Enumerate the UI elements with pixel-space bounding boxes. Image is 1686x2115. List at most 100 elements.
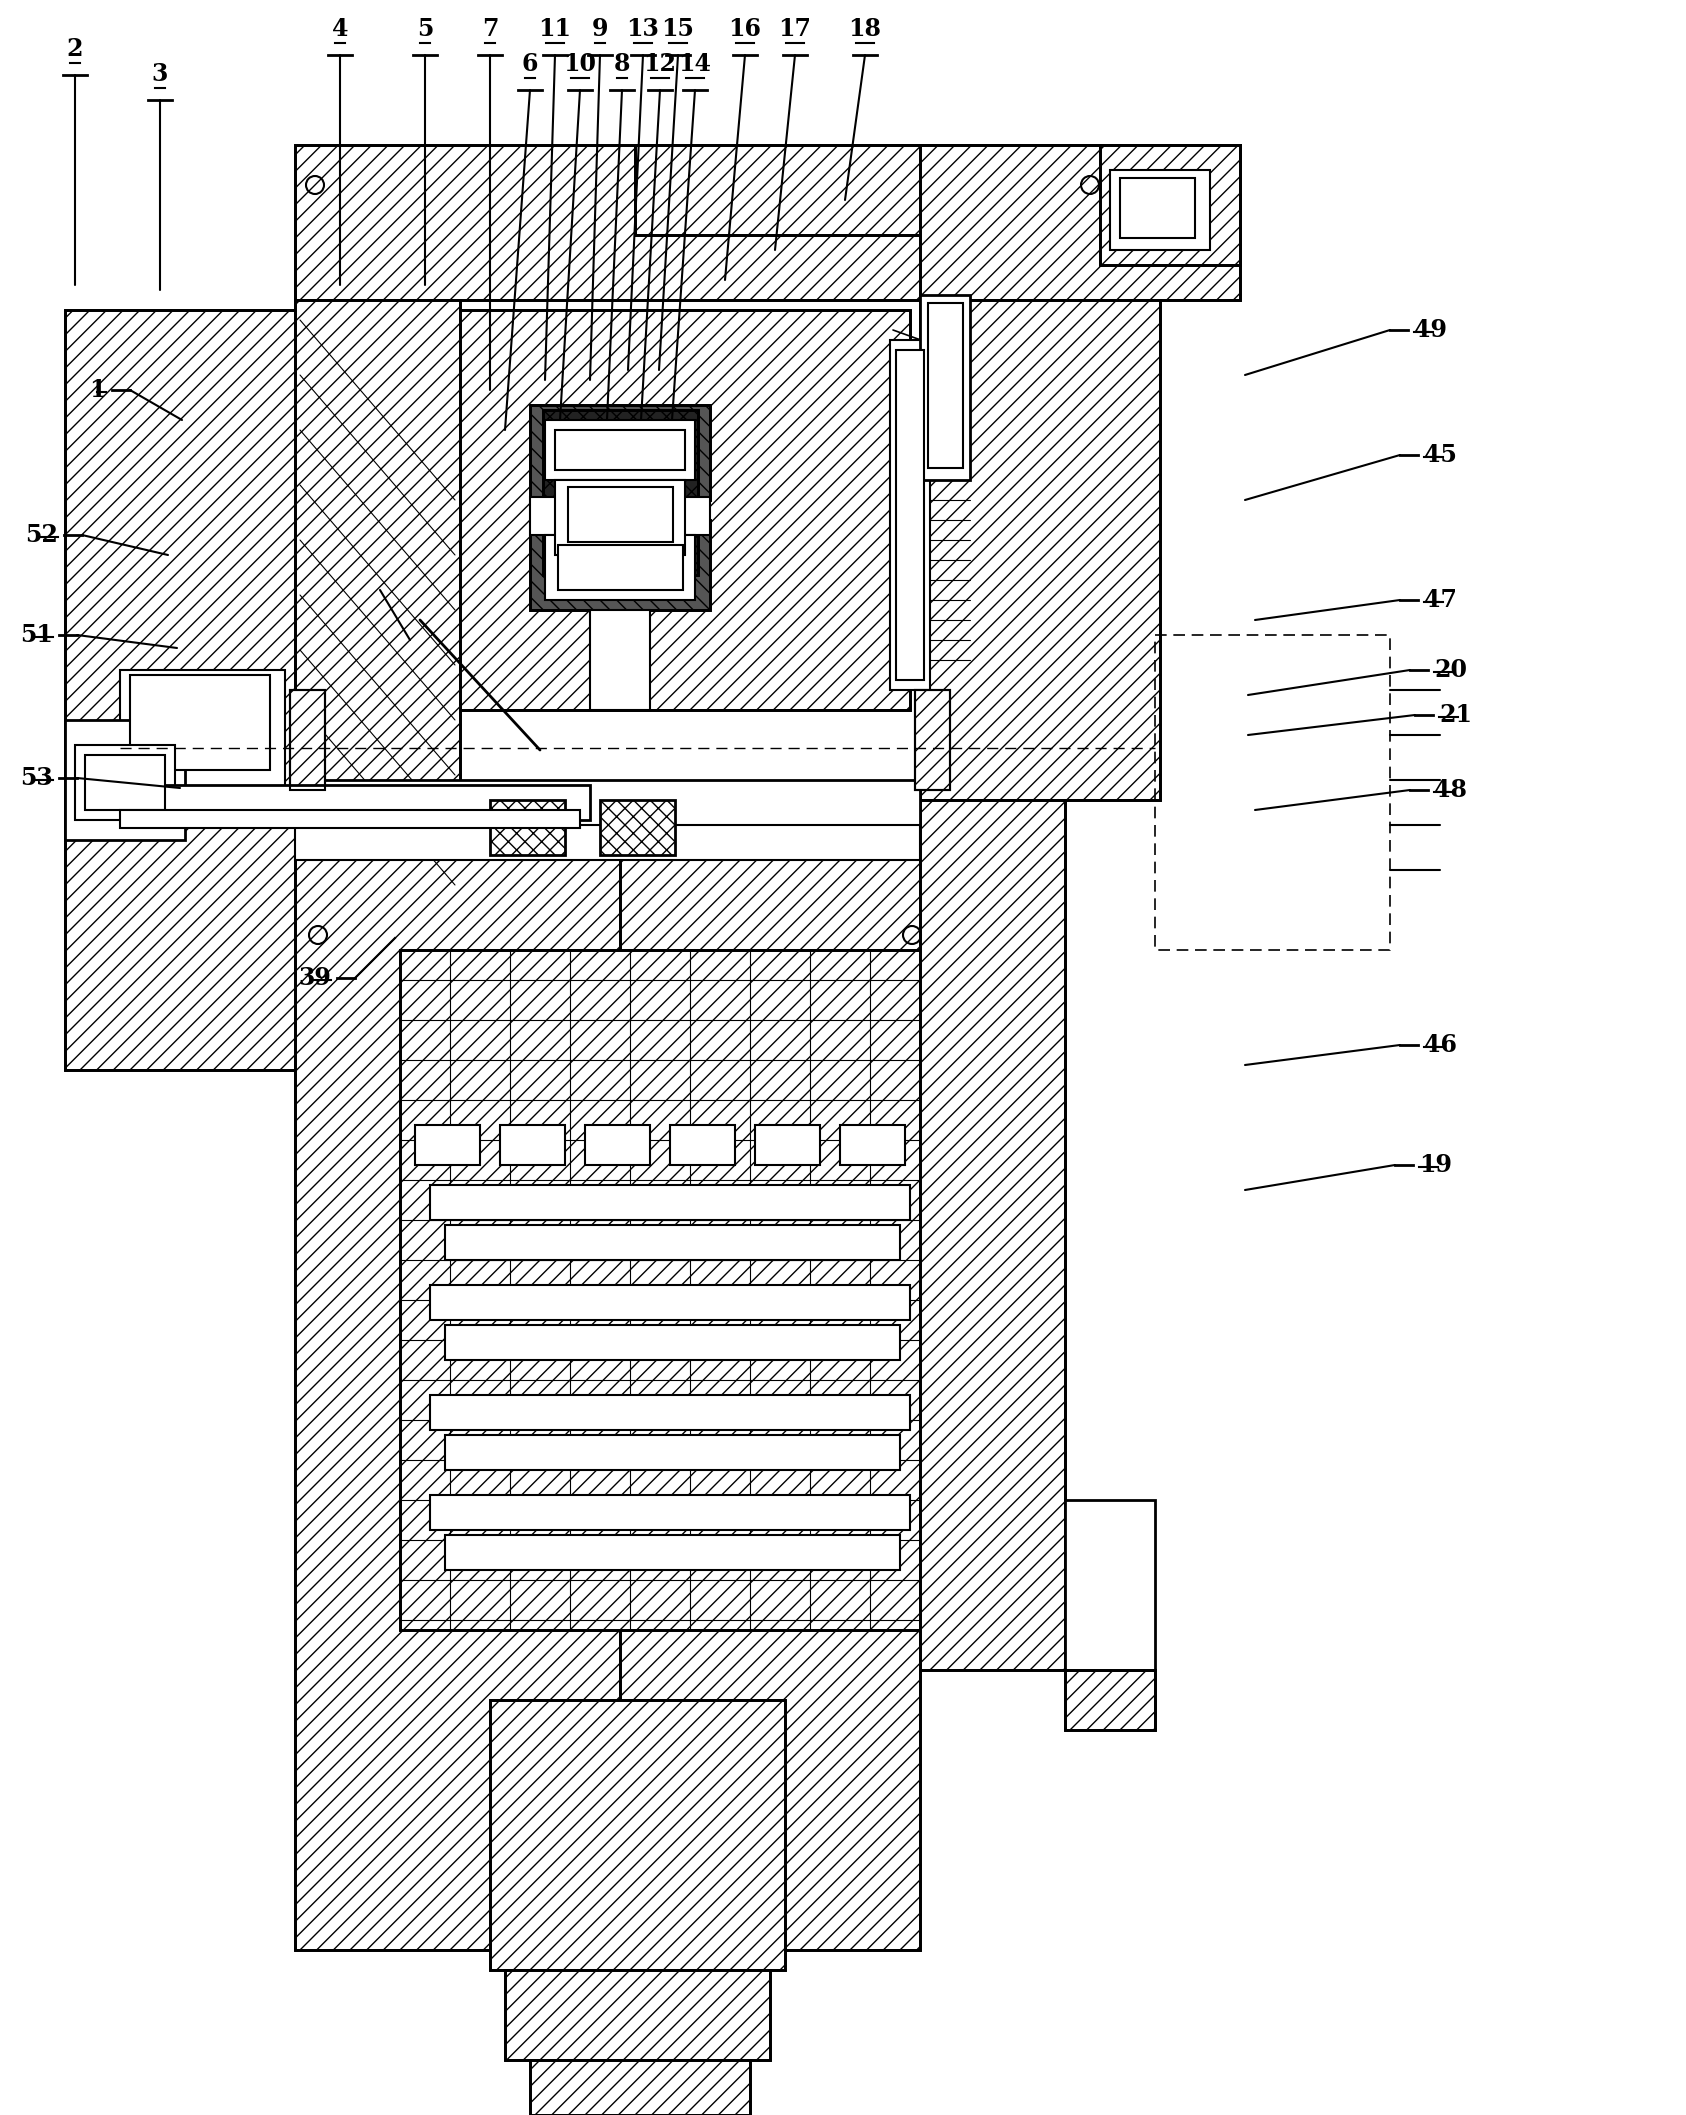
Bar bbox=[620, 799, 921, 1950]
Bar bbox=[600, 799, 674, 854]
Text: 4: 4 bbox=[332, 17, 349, 40]
Bar bbox=[915, 689, 949, 791]
Bar bbox=[66, 311, 325, 1070]
Bar bbox=[430, 1286, 910, 1320]
Bar bbox=[921, 146, 1239, 300]
Bar bbox=[430, 1396, 910, 1430]
Text: 49: 49 bbox=[1415, 317, 1447, 343]
Bar bbox=[529, 520, 710, 609]
Text: 1: 1 bbox=[89, 379, 106, 402]
Bar bbox=[921, 799, 1066, 1671]
Bar bbox=[590, 609, 651, 711]
Bar bbox=[491, 799, 565, 854]
Bar bbox=[450, 311, 910, 711]
Bar bbox=[921, 300, 1160, 799]
Bar bbox=[555, 480, 685, 554]
Bar bbox=[295, 300, 460, 799]
Text: 48: 48 bbox=[1435, 778, 1467, 802]
Text: 39: 39 bbox=[298, 967, 330, 990]
Bar bbox=[636, 146, 1135, 235]
Text: 18: 18 bbox=[848, 17, 882, 40]
Bar bbox=[506, 1969, 771, 2060]
Bar bbox=[1099, 146, 1239, 264]
Text: 20: 20 bbox=[1435, 658, 1467, 681]
Text: 11: 11 bbox=[538, 17, 572, 40]
Bar bbox=[430, 1184, 910, 1220]
Bar bbox=[529, 404, 710, 499]
Bar bbox=[130, 675, 270, 770]
Bar bbox=[1099, 146, 1239, 264]
Bar bbox=[491, 1700, 786, 1969]
Bar bbox=[895, 349, 924, 681]
Bar bbox=[445, 1225, 900, 1261]
Bar bbox=[529, 2060, 750, 2115]
Bar bbox=[543, 410, 698, 575]
Bar bbox=[529, 497, 710, 535]
Bar bbox=[555, 429, 685, 470]
Text: 17: 17 bbox=[779, 17, 811, 40]
Text: 14: 14 bbox=[678, 53, 711, 76]
Bar bbox=[890, 341, 931, 689]
Bar bbox=[545, 535, 695, 601]
Text: 52: 52 bbox=[25, 522, 57, 548]
Text: 5: 5 bbox=[416, 17, 433, 40]
Bar bbox=[295, 825, 921, 861]
Bar bbox=[921, 300, 1160, 799]
Text: 45: 45 bbox=[1425, 442, 1457, 467]
Bar bbox=[445, 1535, 900, 1569]
Bar bbox=[921, 799, 1066, 1671]
Bar bbox=[840, 1125, 905, 1165]
Text: 6: 6 bbox=[521, 53, 538, 76]
Bar bbox=[290, 689, 325, 791]
Bar bbox=[66, 719, 185, 840]
Bar bbox=[529, 520, 710, 609]
Bar bbox=[755, 1125, 819, 1165]
Bar bbox=[501, 1125, 565, 1165]
Bar bbox=[120, 670, 285, 791]
Bar bbox=[543, 410, 698, 575]
Bar bbox=[545, 421, 695, 480]
Bar bbox=[585, 1125, 651, 1165]
Text: 13: 13 bbox=[627, 17, 659, 40]
Bar bbox=[927, 302, 963, 467]
Bar bbox=[1066, 1500, 1155, 1671]
Bar bbox=[445, 1324, 900, 1360]
Text: 47: 47 bbox=[1425, 588, 1457, 611]
Bar bbox=[636, 146, 1135, 235]
Bar bbox=[290, 689, 325, 791]
Bar bbox=[445, 1434, 900, 1470]
Bar bbox=[400, 950, 921, 1631]
Text: 3: 3 bbox=[152, 61, 169, 87]
Text: 8: 8 bbox=[614, 53, 631, 76]
Text: 9: 9 bbox=[592, 17, 609, 40]
Bar bbox=[295, 146, 1104, 300]
Text: 51: 51 bbox=[20, 624, 52, 647]
Bar bbox=[66, 311, 325, 1070]
Bar bbox=[529, 404, 710, 499]
Bar bbox=[295, 799, 620, 1950]
Text: 2: 2 bbox=[67, 36, 83, 61]
Text: 21: 21 bbox=[1438, 702, 1472, 728]
Text: 7: 7 bbox=[482, 17, 499, 40]
Bar bbox=[295, 780, 921, 829]
Text: 46: 46 bbox=[1425, 1032, 1457, 1058]
Bar bbox=[558, 546, 683, 590]
Bar bbox=[400, 950, 921, 1631]
Bar bbox=[295, 300, 460, 799]
Bar bbox=[620, 799, 921, 1950]
Bar bbox=[295, 146, 1104, 300]
Text: 53: 53 bbox=[20, 766, 52, 791]
Text: 15: 15 bbox=[661, 17, 695, 40]
Text: 19: 19 bbox=[1420, 1153, 1452, 1178]
Bar bbox=[506, 1969, 771, 2060]
Text: 16: 16 bbox=[728, 17, 762, 40]
Bar bbox=[915, 689, 949, 791]
Bar bbox=[491, 1700, 786, 1969]
Bar bbox=[529, 2060, 750, 2115]
Bar bbox=[84, 755, 165, 810]
Bar bbox=[120, 810, 580, 827]
Text: 12: 12 bbox=[644, 53, 676, 76]
Bar bbox=[1066, 1671, 1155, 1730]
Bar bbox=[415, 1125, 481, 1165]
Bar bbox=[568, 486, 673, 541]
